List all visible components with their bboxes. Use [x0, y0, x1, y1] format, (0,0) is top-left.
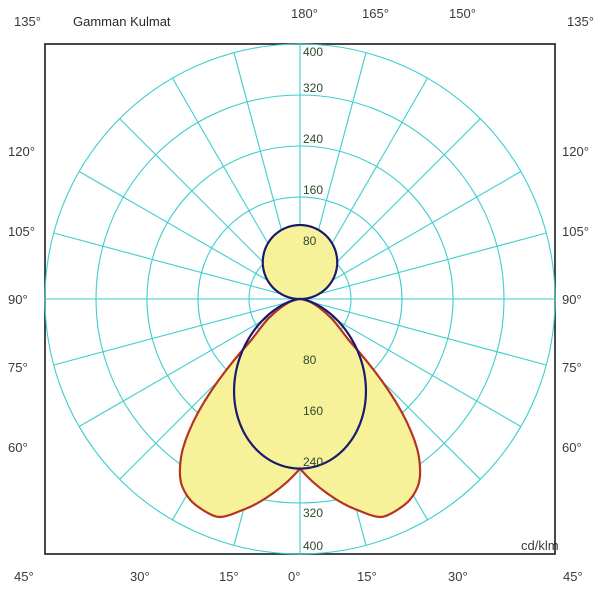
svg-text:400: 400	[303, 45, 323, 59]
svg-text:80: 80	[303, 353, 317, 367]
svg-text:320: 320	[303, 506, 323, 520]
svg-text:160: 160	[303, 183, 323, 197]
svg-text:400: 400	[303, 539, 323, 553]
svg-text:240: 240	[303, 455, 323, 469]
svg-text:80: 80	[303, 234, 317, 248]
svg-text:240: 240	[303, 132, 323, 146]
svg-text:160: 160	[303, 404, 323, 418]
svg-text:320: 320	[303, 81, 323, 95]
